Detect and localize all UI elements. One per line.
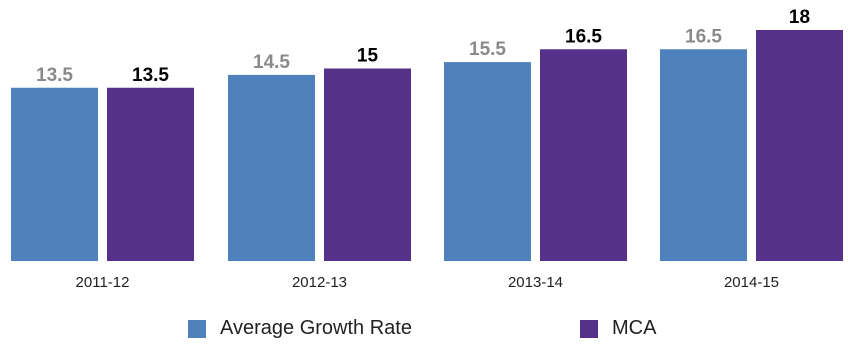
value-label-mca-2014-15: 18 [789,7,810,28]
value-label-mca-2013-14: 16.5 [565,26,602,47]
value-label-average-growth-rate-2014-15: 16.5 [685,26,722,47]
value-labels-group: 13.5 13.5 14.5 15 15.5 16.5 16.5 18 [36,7,810,86]
bar-average-growth-rate-2012-13 [228,74,315,262]
category-label-2013-14: 2013-14 [508,274,563,291]
legend-item-mca: MCA [580,317,656,340]
legend-swatch-average-growth-rate [188,319,206,338]
category-labels-group: 2011-12 2012-13 2013-14 2014-15 [76,274,780,291]
bar-average-growth-rate-2014-15 [660,49,747,261]
value-label-mca-2012-13: 15 [357,46,379,67]
bar-mca-2014-15 [756,30,843,261]
value-label-average-growth-rate-2011-12: 13.5 [36,65,73,86]
legend-label-average-growth-rate: Average Growth Rate [220,317,412,339]
legend-label-mca: MCA [612,317,657,339]
bar-average-growth-rate-2011-12 [11,87,98,261]
category-label-2014-15: 2014-15 [724,274,779,291]
value-label-average-growth-rate-2012-13: 14.5 [253,52,290,73]
value-label-average-growth-rate-2013-14: 15.5 [469,39,506,60]
bars-group [11,30,843,262]
bar-mca-2013-14 [540,49,627,261]
legend: Average Growth Rate MCA [0,313,848,347]
category-label-2011-12: 2011-12 [76,274,130,291]
bar-mca-2012-13 [324,68,411,261]
value-label-mca-2011-12: 13.5 [132,65,169,86]
legend-swatch-mca [580,319,598,338]
category-label-2012-13: 2012-13 [292,274,347,291]
bar-chart: 13.5 13.5 14.5 15 15.5 16.5 16.5 18 2011-12 2012… [11,7,843,291]
bar-mca-2011-12 [107,87,194,261]
bar-average-growth-rate-2013-14 [444,62,531,262]
legend-item-average-growth-rate: Average Growth Rate [188,317,412,340]
